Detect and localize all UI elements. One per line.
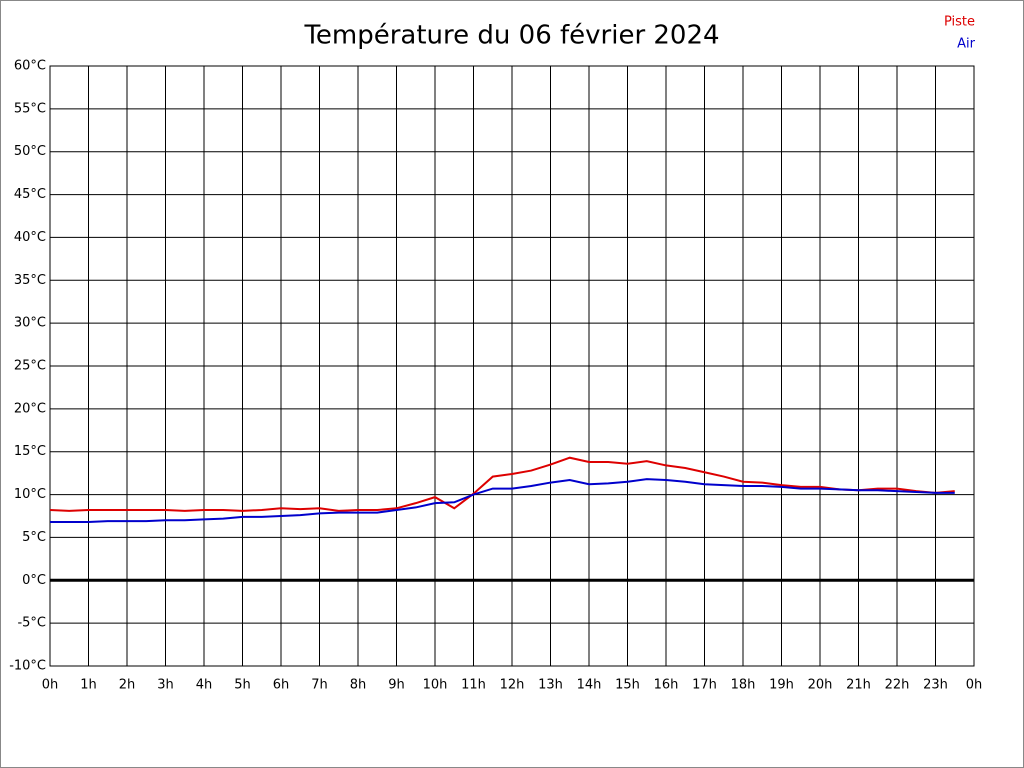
- x-tick-label: 20h: [808, 678, 833, 693]
- x-tick-label: 0h: [966, 678, 983, 693]
- x-tick-label: 18h: [731, 678, 756, 693]
- y-tick-label: 40°C: [14, 230, 46, 245]
- series-line: [49, 456, 955, 512]
- x-tick-label: 13h: [538, 678, 563, 693]
- legend-label: Piste: [944, 15, 975, 30]
- y-tick-label: 0°C: [22, 573, 46, 588]
- y-tick-label: 55°C: [14, 101, 46, 116]
- x-tick-label: 17h: [692, 678, 717, 693]
- x-tick-label: 1h: [80, 678, 97, 693]
- y-tick-label: 35°C: [14, 273, 46, 288]
- y-tick-label: 30°C: [14, 316, 46, 331]
- x-tick-label: 7h: [311, 678, 328, 693]
- x-tick-label: 16h: [654, 678, 679, 693]
- y-tick-label: -10°C: [9, 659, 46, 674]
- y-tick-label: 60°C: [14, 59, 46, 74]
- x-tick-label: 8h: [350, 678, 367, 693]
- x-tick-label: 9h: [388, 678, 405, 693]
- y-tick-label: 15°C: [14, 444, 46, 459]
- x-tick-label: 6h: [273, 678, 290, 693]
- y-tick-label: 45°C: [14, 187, 46, 202]
- y-tick-label: 10°C: [14, 487, 46, 502]
- y-tick-label: 5°C: [22, 530, 46, 545]
- x-tick-label: 21h: [846, 678, 871, 693]
- x-tick-label: 5h: [234, 678, 251, 693]
- y-tick-label: 25°C: [14, 359, 46, 374]
- x-tick-label: 22h: [885, 678, 910, 693]
- series-line: [50, 478, 955, 523]
- x-tick-label: 19h: [769, 678, 794, 693]
- x-tick-label: 0h: [42, 678, 59, 693]
- x-tick-label: 4h: [196, 678, 213, 693]
- y-tick-label: 20°C: [14, 401, 46, 416]
- x-tick-label: 2h: [119, 678, 136, 693]
- x-tick-label: 12h: [500, 678, 525, 693]
- x-tick-label: 15h: [615, 678, 640, 693]
- x-tick-label: 11h: [461, 678, 486, 693]
- x-tick-label: 3h: [157, 678, 174, 693]
- legend-label: Air: [957, 37, 976, 52]
- x-tick-label: 23h: [923, 678, 948, 693]
- x-tick-label: 14h: [577, 678, 602, 693]
- y-tick-label: -5°C: [17, 616, 46, 631]
- y-tick-label: 50°C: [14, 144, 46, 159]
- chart-title: Température du 06 février 2024: [303, 21, 719, 51]
- x-tick-label: 10h: [423, 678, 448, 693]
